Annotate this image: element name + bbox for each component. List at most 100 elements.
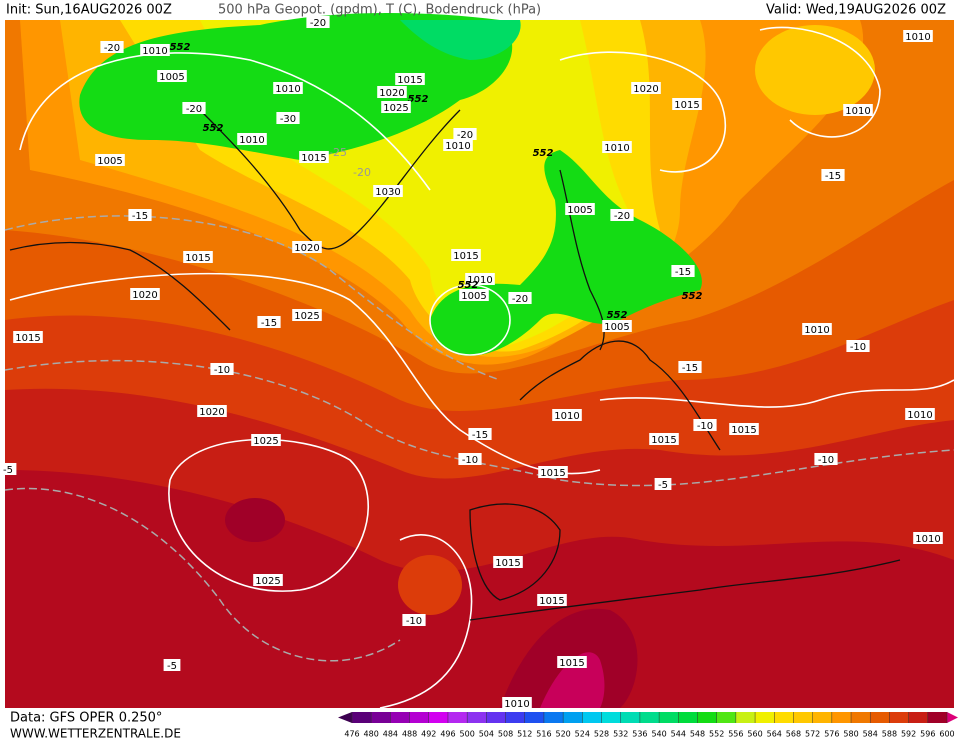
isobar-label: -30: [280, 114, 296, 125]
isobar-label: 1010: [467, 275, 492, 286]
isobar-label: 1015: [559, 658, 584, 669]
colorbar-swatch: [390, 712, 411, 723]
contour-label: 552: [607, 310, 628, 321]
field: [398, 555, 462, 615]
colorbar-swatch: [601, 712, 622, 723]
label-box: [197, 405, 227, 417]
isotherm: [4, 215, 501, 381]
label-box: [257, 316, 281, 328]
isobar-label: -10: [697, 421, 713, 432]
contour-label: 552: [458, 280, 479, 291]
isobar-label: 1015: [453, 251, 478, 262]
isobar-label: 1010: [804, 325, 829, 336]
label-box: [253, 574, 283, 586]
colorbar-label: 528: [594, 730, 609, 739]
colorbar-label: 556: [728, 730, 743, 739]
isobar-label: 1010: [905, 32, 930, 43]
label-box: [602, 320, 632, 332]
label-box: [654, 478, 672, 490]
init-time: Init: Sun,16AUG2026 00Z: [6, 3, 172, 18]
colorbar-label: 532: [613, 730, 628, 739]
label-box: [468, 428, 492, 440]
isobar-label: 1020: [199, 407, 224, 418]
colorbar-swatch: [678, 712, 698, 723]
isobar-label: -20: [457, 130, 473, 141]
colorbar-label: 600: [939, 730, 954, 739]
isobar-label: -15: [675, 267, 691, 278]
label-box: [157, 70, 187, 82]
isobar-label: 1010: [445, 141, 470, 152]
field: [755, 25, 875, 115]
isobar-label: 1010: [845, 106, 870, 117]
colorbar-label: 524: [575, 730, 590, 739]
colorbar-label: 560: [747, 730, 762, 739]
label-box: [508, 292, 532, 304]
label-box: [602, 141, 632, 153]
isobar-label: 1005: [461, 291, 486, 302]
contour-label: 552: [408, 94, 429, 105]
colorbar-swatch: [543, 712, 564, 723]
coastline: [519, 340, 721, 451]
colorbar-label: 536: [632, 730, 647, 739]
label-box: [465, 273, 495, 285]
contour-label: 552: [203, 123, 224, 134]
isobar-label: -20: [104, 43, 120, 54]
colorbar-swatch: [428, 712, 449, 723]
label-box: [377, 86, 407, 98]
isobar-label: -10: [406, 616, 422, 627]
colorbar: 476 480 484 488 492 496 500 504 508 512 516 520 524 5…: [338, 712, 958, 739]
valid-time: Valid: Wed,19AUG2026 00Z: [766, 3, 946, 18]
isobar-label: 1025: [253, 436, 278, 447]
label-box: [729, 423, 759, 435]
colorbar-swatch: [831, 712, 852, 723]
colorbar-swatch: [447, 712, 468, 723]
data-source: Data: GFS OPER 0.250°: [10, 711, 162, 726]
label-box: [672, 98, 702, 110]
isobar-label: 1020: [633, 84, 658, 95]
isobar: [19, 52, 431, 191]
isobar-label: -15: [825, 171, 841, 182]
label-box: [273, 82, 303, 94]
label-box: [373, 185, 403, 197]
label-box: [95, 154, 125, 166]
isobar-label: 1020: [379, 88, 404, 99]
label-box: [182, 102, 206, 114]
label-box: [451, 249, 481, 261]
coastline: [469, 559, 901, 621]
colorbar-label: 564: [767, 730, 782, 739]
isobar-label: 1015: [674, 100, 699, 111]
coastline: [199, 109, 461, 250]
isobar: [9, 272, 601, 475]
label-box: [459, 289, 489, 301]
contour-label: 552: [170, 42, 191, 53]
colorbar-swatch: [486, 712, 507, 723]
isobar-label: -15: [472, 430, 488, 441]
isobar-label: -10: [850, 342, 866, 353]
colorbar-label: 500: [460, 730, 475, 739]
colorbar-label: 552: [709, 730, 724, 739]
colorbar-swatch: [582, 712, 603, 723]
label-box: [502, 697, 532, 709]
colorbar-swatch: [467, 712, 487, 723]
colorbar-label: 596: [920, 730, 935, 739]
colorbar-swatch: [620, 712, 641, 723]
isobar-label: -20: [512, 294, 528, 305]
isobar-label: -10: [818, 455, 834, 466]
label-box: [251, 434, 281, 446]
isobar-label: 1010: [554, 411, 579, 422]
isobar-label: 1015: [185, 253, 210, 264]
colorbar-label: 540: [651, 730, 666, 739]
label-box: [276, 112, 300, 124]
isobar-label: -15: [682, 363, 698, 374]
map-labels: 1010 5521005-20-2055210051010101510205521…: [0, 16, 943, 710]
label-box: [0, 463, 17, 475]
isobar-label: -15: [132, 211, 148, 222]
isobar-label: -20: [310, 18, 326, 29]
isobar-label: 1025: [294, 311, 319, 322]
isobar-label: -20: [614, 211, 630, 222]
map: [4, 13, 955, 709]
isobar-label: -20: [186, 104, 202, 115]
isobar-label: 1025: [255, 576, 280, 587]
isobar-label: -10: [462, 455, 478, 466]
colorbar-label: 480: [364, 730, 379, 739]
